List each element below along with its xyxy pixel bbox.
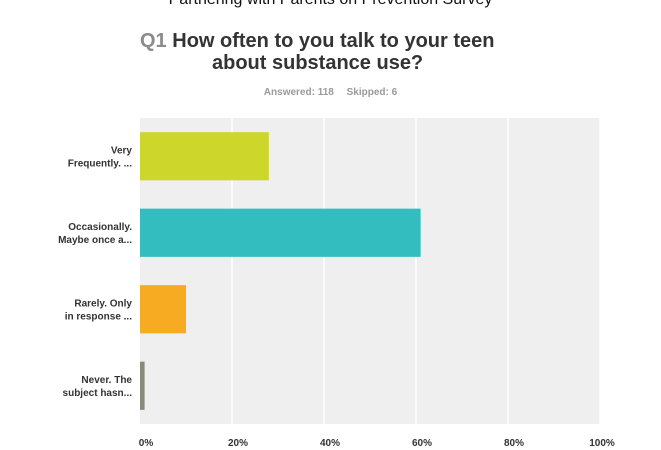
bar	[140, 285, 186, 334]
category-label: Very	[111, 145, 133, 156]
x-tick-label: 80%	[504, 438, 524, 449]
skipped-count: Skipped: 6	[346, 87, 398, 98]
category-label: Maybe once a...	[58, 235, 132, 246]
question-heading: Q1 How often to you talk to your teen ab…	[140, 30, 560, 74]
category-label: Never. The	[81, 375, 132, 386]
x-tick-label: 100%	[589, 438, 615, 449]
question-number: Q1	[140, 30, 167, 52]
bar	[140, 132, 269, 181]
bar	[140, 208, 421, 257]
category-label: subject hasn...	[63, 388, 133, 399]
x-tick-label: 20%	[228, 438, 248, 449]
response-stats: Answered: 118 Skipped: 6	[0, 87, 661, 98]
survey-title: Partnering with Parents on Prevention Su…	[0, 0, 661, 9]
answered-count: Answered: 118	[263, 87, 334, 98]
question-text-line2: about substance use?	[212, 52, 424, 74]
category-label: Occasionally.	[68, 222, 132, 233]
question-text-line1: How often to you talk to your teen	[172, 30, 495, 52]
category-label: in response ...	[65, 311, 132, 322]
category-label: Frequently. ...	[68, 158, 132, 169]
category-label: Rarely. Only	[74, 298, 132, 309]
x-tick-label: 0%	[139, 438, 154, 449]
bar	[140, 361, 145, 410]
x-tick-label: 60%	[412, 438, 432, 449]
x-tick-label: 40%	[320, 438, 340, 449]
